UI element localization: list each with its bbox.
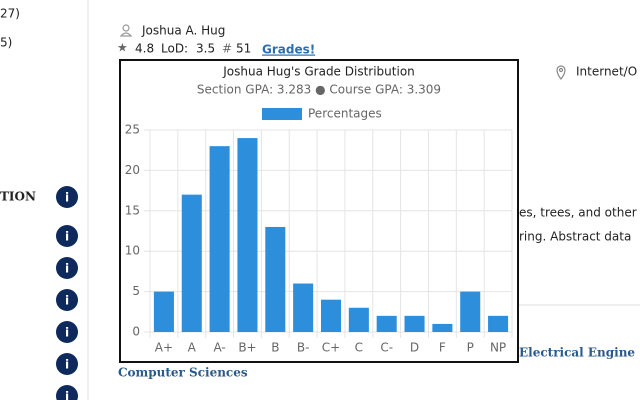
info-circle (56, 385, 78, 400)
bar (376, 315, 397, 332)
person-icon (119, 24, 133, 37)
info-circle (56, 257, 78, 279)
bar (432, 323, 453, 332)
info-icon[interactable]: i (56, 225, 78, 247)
chart-subtitle: Section GPA: 3.283 ● Course GPA: 3.309 (197, 83, 441, 97)
info-icon[interactable]: i (56, 385, 78, 400)
y-tick-label: 25 (125, 123, 140, 137)
info-letter: i (65, 230, 69, 244)
rank-label: # (222, 42, 232, 56)
info-circle (56, 289, 78, 311)
bar (404, 315, 425, 332)
info-letter: i (65, 390, 69, 400)
x-tick-label: A- (213, 341, 225, 355)
x-tick-label: C+ (322, 341, 340, 355)
x-tick-label: F (439, 341, 446, 355)
bar (237, 138, 258, 332)
y-tick-label: 5 (132, 284, 140, 298)
x-tick-label: A+ (155, 341, 173, 355)
legend-swatch (262, 108, 302, 120)
bar (293, 283, 314, 332)
location: Internet/O (576, 65, 637, 79)
x-tick-label: B- (297, 341, 310, 355)
x-tick-label: D (410, 341, 419, 355)
legend-label: Percentages (308, 107, 382, 121)
department: Electrical Engine (519, 346, 635, 360)
info-letter: i (65, 191, 69, 205)
section-heading: TION (0, 190, 36, 204)
lod-label: LoD: (161, 42, 188, 56)
y-tick-label: 10 (125, 244, 140, 258)
bar (348, 307, 369, 332)
y-tick-label: 15 (125, 203, 140, 217)
info-icons: i i i i i i i (56, 186, 78, 400)
info-icon[interactable]: i (56, 289, 78, 311)
count: 5) (0, 36, 12, 50)
info-letter: i (65, 326, 69, 340)
bar (460, 291, 481, 332)
info-icon[interactable]: i (56, 353, 78, 375)
x-tick-label: B+ (238, 341, 256, 355)
info-circle (56, 186, 78, 208)
bar (181, 194, 202, 332)
info-icon[interactable]: i (56, 321, 78, 343)
x-tick-label: C (355, 341, 363, 355)
bar (265, 226, 286, 332)
y-tick-label: 0 (132, 325, 140, 339)
department: Computer Sciences (118, 366, 248, 380)
grades-link[interactable]: Grades! (262, 43, 315, 57)
pin-icon (556, 65, 566, 80)
x-tick-label: NP (490, 341, 506, 355)
info-circle (56, 321, 78, 343)
x-tick-label: C- (380, 341, 393, 355)
description: ring. Abstract data (519, 230, 631, 244)
x-tick-label: A (188, 341, 197, 355)
star: ★ (117, 41, 128, 55)
chart: Joshua Hug's Grade Distribution Section … (125, 65, 513, 355)
bar (153, 291, 174, 332)
lod: 3.5 (196, 42, 215, 56)
bar (488, 315, 509, 332)
y-tick-label: 20 (125, 163, 140, 177)
count: 27) (0, 7, 20, 21)
info-icon[interactable]: i (56, 186, 78, 208)
info-letter: i (65, 358, 69, 372)
chart-title: Joshua Hug's Grade Distribution (222, 65, 415, 79)
description: es, trees, and other (519, 206, 637, 220)
info-letter: i (65, 262, 69, 276)
info-icon[interactable]: i (56, 257, 78, 279)
course-title: The Structure and Interpretation of Comp… (118, 399, 412, 400)
bar (209, 146, 230, 332)
x-tick-label: P (467, 341, 474, 355)
info-circle (56, 225, 78, 247)
x-tick-label: B (271, 341, 279, 355)
rating: 4.8 (135, 42, 154, 56)
bar (320, 299, 342, 332)
info-circle (56, 353, 78, 375)
rank: 51 (236, 42, 251, 56)
info-letter: i (65, 294, 69, 308)
instructor-name: Joshua A. Hug (141, 24, 225, 38)
